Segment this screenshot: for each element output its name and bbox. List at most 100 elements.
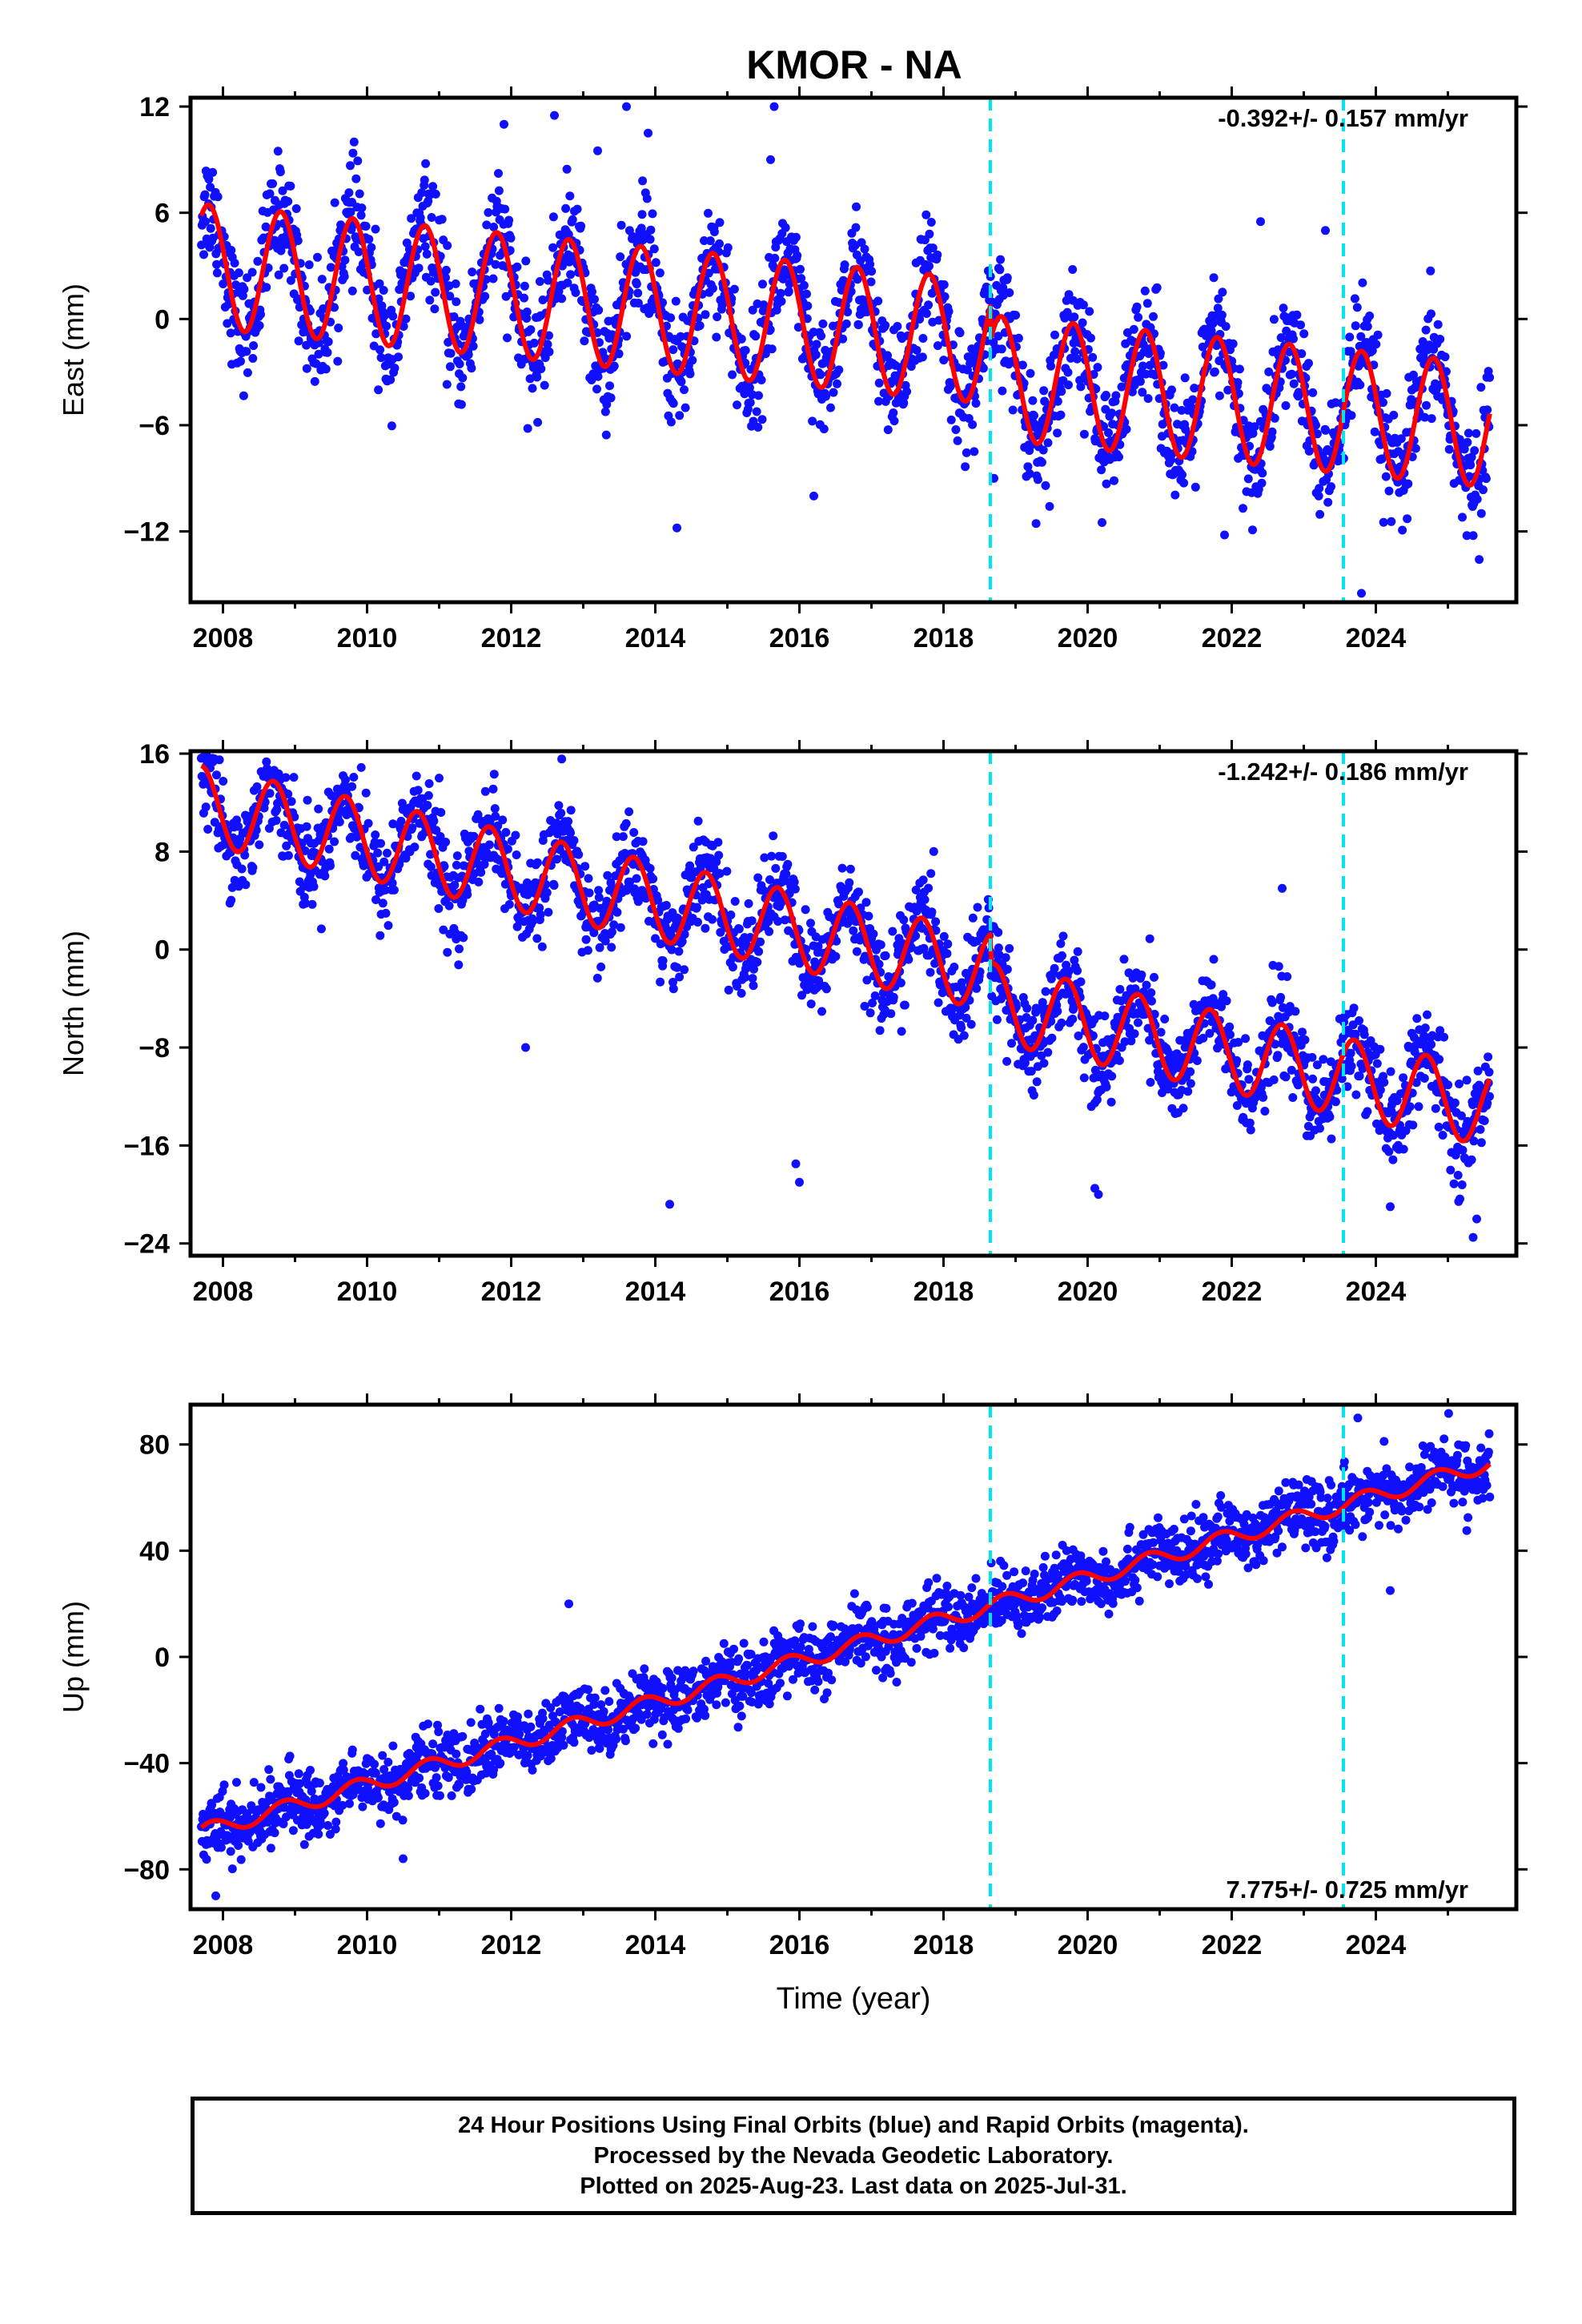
data-point [427,213,436,222]
data-point-outlier [593,146,602,155]
data-point [294,336,303,346]
data-point [715,239,724,248]
data-point-outlier [795,1177,804,1187]
data-point [472,858,482,868]
data-point [548,212,558,222]
data-point [1107,1072,1117,1081]
data-point [989,338,998,347]
data-point [309,882,319,891]
data-point [705,236,715,246]
data-point [1462,531,1472,541]
plot-area-up [197,1405,1495,1909]
data-point [1427,1039,1436,1049]
data-point [834,899,844,909]
data-point [1217,1002,1226,1011]
data-point [917,352,927,362]
data-point [1470,446,1480,456]
data-point [795,959,805,968]
x-tick-label: 2018 [913,623,974,653]
data-point [811,350,821,360]
data-point [314,804,323,814]
data-point [1146,1078,1155,1087]
data-point [1331,1097,1340,1107]
data-point [1134,1018,1142,1027]
data-point [339,271,349,281]
data-point [777,296,786,306]
data-point [383,921,393,931]
data-point [273,147,283,156]
data-point [701,923,710,933]
data-point [753,957,762,967]
data-point [295,1779,304,1788]
data-point [1457,1180,1467,1189]
data-point [413,786,423,795]
data-point [353,156,363,166]
data-point [488,274,498,283]
data-point [833,379,841,388]
data-point [1167,385,1176,395]
data-point [714,850,724,860]
data-point [307,1787,316,1796]
axes-frame-north [188,749,1519,1258]
data-point [1411,1078,1421,1088]
data-point [729,284,739,294]
y-tick-label: 16 [139,739,170,770]
y-tick-label: −8 [139,1033,170,1063]
data-point [219,777,228,786]
data-point [387,879,397,888]
data-point [773,917,783,926]
data-point [219,279,228,288]
data-point [1271,1039,1280,1049]
data-point [1420,1023,1430,1033]
data-point [424,1719,432,1729]
data-point [289,773,299,782]
plot-area-north [196,751,1494,1256]
data-point [1468,1100,1478,1109]
data-point [724,985,733,995]
data-point [889,992,898,1002]
data-point [283,850,293,860]
data-point [371,224,380,234]
data-point [1214,294,1223,304]
data-point [796,264,805,274]
data-point [829,388,838,397]
data-point [1119,955,1129,964]
data-point [860,244,869,254]
data-point [274,270,283,279]
data-point [326,861,335,870]
data-point [1269,315,1279,324]
data-point [744,899,753,908]
data-point [415,1773,424,1783]
data-point [764,917,773,927]
data-point [1321,425,1331,435]
data-point [455,944,464,954]
data-point [480,292,490,301]
data-point [1288,1093,1298,1102]
data-point [249,341,259,351]
data-point [469,831,479,841]
data-point [632,279,641,289]
data-point [812,340,821,349]
data-point [1050,963,1059,973]
data-point [1170,490,1180,500]
data-point [442,380,452,389]
data-point [1462,1076,1472,1085]
data-point [693,816,703,826]
data-point [432,826,441,835]
data-point [1102,479,1111,489]
data-point [444,1773,453,1783]
data-point [730,897,740,906]
data-point [925,261,934,271]
data-point [325,1830,335,1839]
data-point [1138,361,1147,371]
data-point [399,322,408,331]
data-point [693,903,701,912]
x-tick-label: 2024 [1346,623,1407,653]
data-point [622,332,632,341]
data-point [370,1759,379,1769]
data-point [605,381,614,391]
data-point [535,903,544,913]
data-point [1180,373,1190,383]
data-point [1257,478,1267,488]
data-point [671,296,681,306]
